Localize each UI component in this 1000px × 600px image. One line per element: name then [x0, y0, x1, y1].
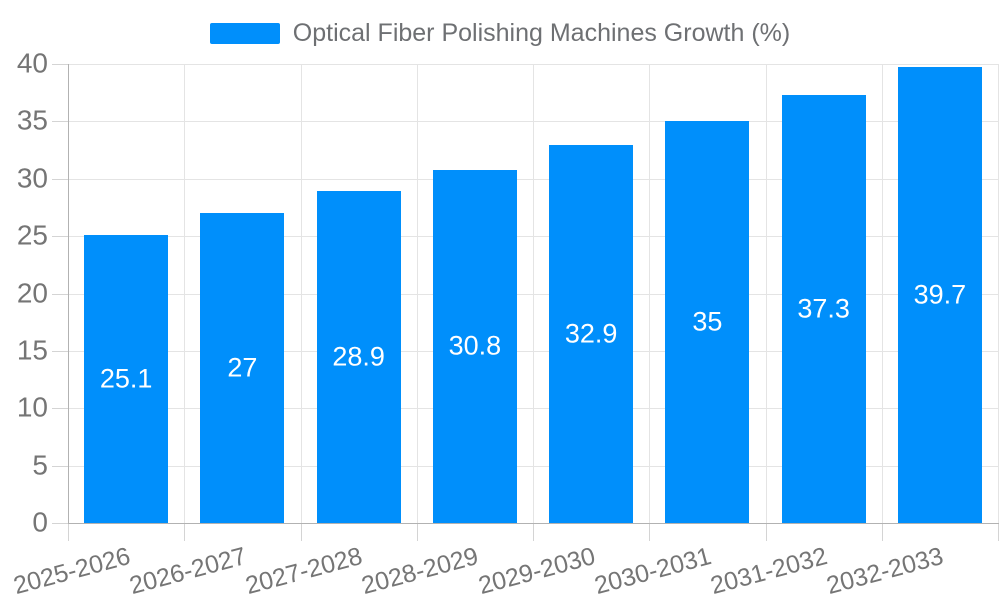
gridline-vertical: [649, 64, 651, 523]
x-axis-tick: [765, 523, 767, 541]
x-axis-label: 2029-2030: [475, 542, 598, 600]
x-axis-label: 2025-2026: [10, 542, 133, 600]
legend-marker: [209, 23, 280, 44]
y-axis-tick: [52, 408, 68, 410]
x-axis-tick: [649, 523, 651, 541]
bar-2025-2026[interactable]: [84, 234, 169, 523]
bar-2032-2033[interactable]: [897, 67, 982, 523]
x-axis-line: [68, 523, 999, 524]
x-axis-label: 2026-2027: [126, 542, 250, 600]
y-axis-tick: [52, 293, 68, 295]
legend[interactable]: Optical Fiber Polishing Machines Growth …: [0, 21, 1000, 46]
y-axis-label: 20: [16, 276, 48, 308]
x-axis-label: 2027-2028: [242, 542, 366, 600]
legend-label: Optical Fiber Polishing Machines Growth …: [292, 19, 791, 47]
y-axis-tick: [52, 64, 68, 65]
y-axis-label: 40: [16, 47, 48, 79]
x-axis-tick: [300, 523, 302, 541]
bar-2029-2030[interactable]: [549, 145, 634, 523]
gridline-vertical: [300, 64, 302, 523]
x-axis-label: 2032-2033: [823, 542, 947, 600]
y-axis-label: 15: [16, 334, 48, 366]
bar-2030-2031[interactable]: [665, 121, 750, 523]
y-axis-tick: [52, 523, 68, 524]
y-axis-label: 0: [32, 506, 48, 538]
gridline-vertical: [416, 64, 418, 523]
y-axis-label: 30: [16, 162, 48, 194]
y-axis-tick: [52, 236, 68, 238]
y-axis-tick: [52, 121, 68, 123]
gridline-vertical: [533, 64, 534, 523]
x-axis-tick: [68, 523, 69, 541]
bar-2026-2027[interactable]: [200, 213, 285, 523]
gridline-vertical: [998, 64, 999, 523]
y-axis-tick: [52, 465, 68, 467]
y-axis-label: 35: [16, 104, 48, 136]
x-axis-tick: [881, 523, 883, 541]
y-axis-label: 25: [16, 219, 48, 251]
gridline-vertical: [765, 64, 767, 523]
x-axis-label: 2028-2029: [358, 542, 482, 600]
bar-2028-2029[interactable]: [432, 169, 517, 523]
gridline-vertical: [184, 64, 186, 523]
y-axis-line: [68, 64, 69, 524]
bar-2031-2032[interactable]: [781, 94, 866, 523]
y-axis-tick: [52, 178, 68, 180]
x-axis-label: 2031-2032: [707, 542, 831, 600]
x-axis-label: 2030-2031: [591, 542, 715, 600]
y-axis-label: 5: [32, 449, 48, 481]
bar-2027-2028[interactable]: [316, 191, 401, 523]
y-axis-label: 10: [16, 391, 48, 423]
x-axis-tick: [998, 523, 999, 541]
x-axis-tick: [184, 523, 186, 541]
gridline-vertical: [881, 64, 883, 523]
x-axis-tick: [416, 523, 418, 541]
y-axis-tick: [52, 350, 68, 352]
x-axis-tick: [533, 523, 534, 541]
